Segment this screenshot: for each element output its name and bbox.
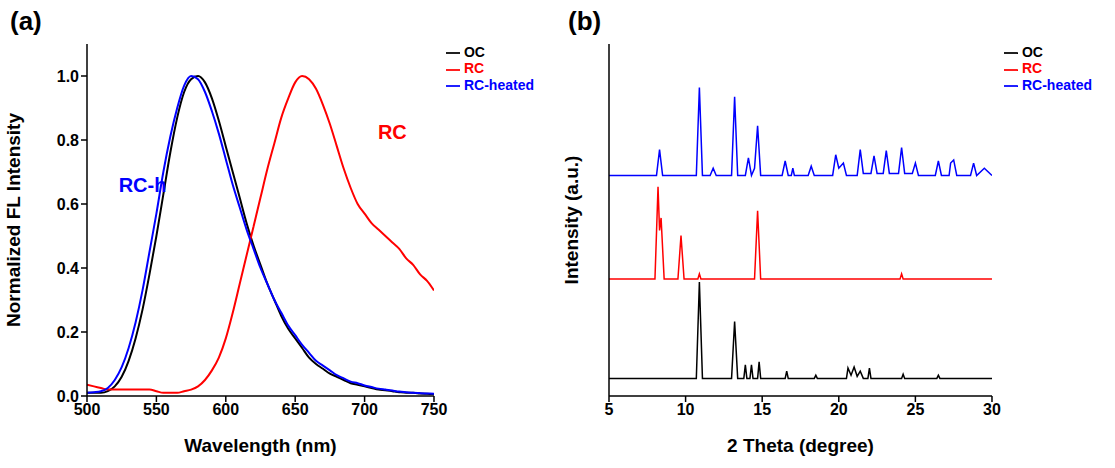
svg-text:10: 10 [677, 401, 695, 418]
svg-text:550: 550 [143, 401, 170, 418]
svg-text:750: 750 [421, 401, 448, 418]
svg-text:Wavelength (nm): Wavelength (nm) [184, 435, 336, 456]
html-text:RC: RC [464, 60, 485, 77]
svg-text:600: 600 [212, 401, 239, 418]
html-text:(b): (b) [568, 6, 602, 36]
svg-text:RC: RC [378, 121, 407, 143]
svg-text:30: 30 [983, 401, 1001, 418]
svg-text:700: 700 [351, 401, 378, 418]
svg-text:0.6: 0.6 [57, 196, 79, 213]
svg-text:650: 650 [282, 401, 309, 418]
svg-text:5: 5 [605, 401, 614, 418]
html-text:OC: OC [1022, 44, 1043, 60]
svg-text:1.0: 1.0 [57, 68, 79, 85]
html-text:(a): (a) [10, 6, 42, 36]
svg-text:15: 15 [753, 401, 771, 418]
html-text:RC-heated: RC-heated [1022, 76, 1092, 93]
svg-text:RC-h: RC-h [119, 174, 167, 196]
svg-text:0.0: 0.0 [57, 388, 79, 405]
html-text:OC: OC [464, 44, 485, 60]
svg-text:0.8: 0.8 [57, 132, 79, 149]
svg-text:Intensity (a.u.): Intensity (a.u.) [562, 156, 582, 285]
svg-text:25: 25 [906, 401, 924, 418]
svg-text:Normalized FL Intensity: Normalized FL Intensity [4, 113, 24, 327]
svg-text:20: 20 [830, 401, 848, 418]
svg-text:0.2: 0.2 [57, 324, 79, 341]
svg-text:2 Theta (degree): 2 Theta (degree) [727, 435, 874, 456]
svg-text:0.4: 0.4 [57, 260, 79, 277]
html-text:RC-heated: RC-heated [464, 76, 534, 93]
html-text:RC: RC [1022, 60, 1043, 77]
svg-text:500: 500 [73, 401, 101, 419]
